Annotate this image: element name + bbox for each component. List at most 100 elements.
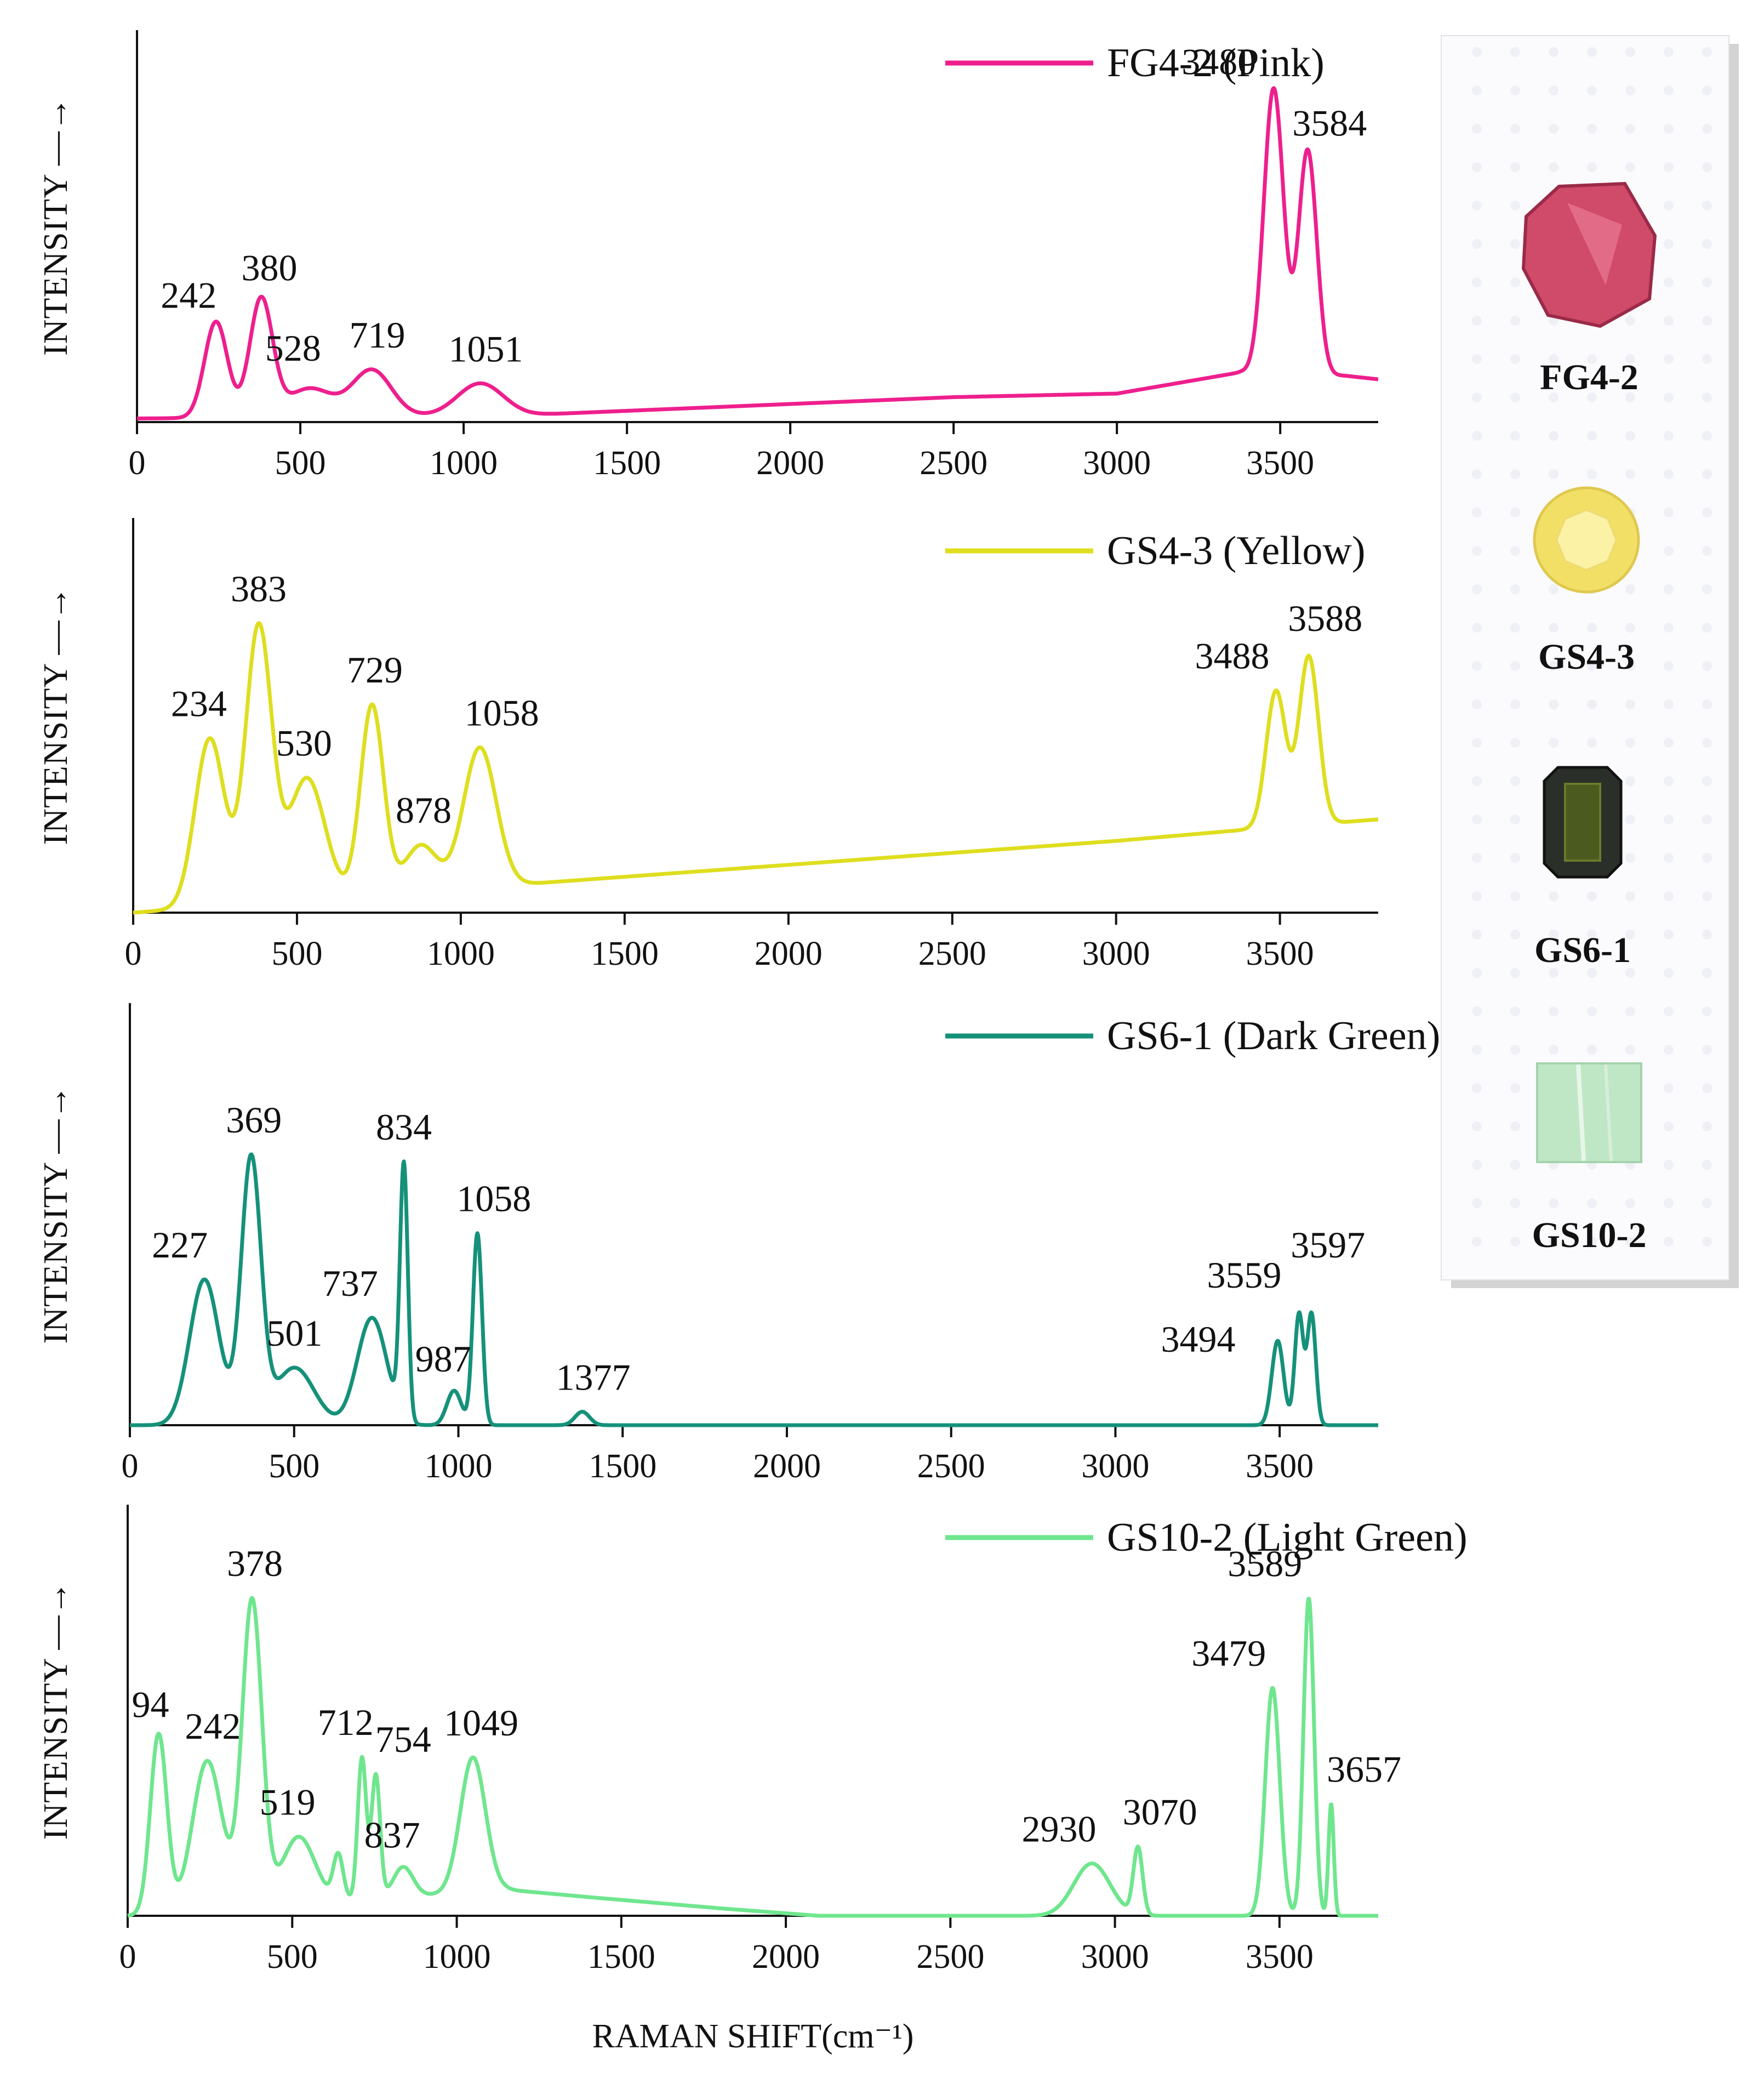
panel-texture-dot xyxy=(1702,661,1712,671)
panel-texture-dot xyxy=(1587,162,1597,172)
panel-texture-dot xyxy=(1587,431,1597,441)
x-tick-label: 3000 xyxy=(1082,935,1150,972)
panel-texture-dot xyxy=(1587,623,1597,633)
panel-texture-dot xyxy=(1664,47,1674,57)
panel-texture-dot xyxy=(1664,1198,1674,1208)
panel-texture-dot xyxy=(1510,392,1520,402)
x-tick-label: 0 xyxy=(129,445,146,482)
panel-texture-dot xyxy=(1664,853,1674,863)
panel-texture-dot xyxy=(1549,699,1559,709)
peak-label: 519 xyxy=(260,1781,316,1823)
panel-texture-dot xyxy=(1510,277,1520,287)
panel-texture-dot xyxy=(1510,1045,1520,1055)
panel-texture-dot xyxy=(1587,891,1597,901)
x-tick-label: 1000 xyxy=(424,1448,492,1485)
panel-texture-dot xyxy=(1664,162,1674,172)
panel-texture-dot xyxy=(1472,1122,1482,1131)
panel-texture-dot xyxy=(1702,1160,1712,1170)
panel-texture-dot xyxy=(1549,47,1559,57)
peak-label: 1058 xyxy=(465,692,539,733)
panel-texture-dot xyxy=(1702,277,1712,287)
panel-texture-dot xyxy=(1549,1237,1559,1246)
panel-texture-dot xyxy=(1472,277,1482,287)
panel-texture-dot xyxy=(1664,1160,1674,1170)
panel-texture-dot xyxy=(1702,815,1712,824)
panel-texture-dot xyxy=(1625,853,1635,863)
panel-texture-dot xyxy=(1702,201,1712,210)
panel-texture-dot xyxy=(1625,815,1635,824)
panel-texture-dot xyxy=(1702,968,1712,978)
peak-label: 2930 xyxy=(1022,1808,1097,1850)
x-tick-label: 0 xyxy=(125,935,142,972)
x-tick-label: 3500 xyxy=(1246,1938,1314,1976)
x-tick-label: 500 xyxy=(269,1448,319,1485)
panel-texture-dot xyxy=(1625,354,1635,364)
panel-texture-dot xyxy=(1549,1045,1559,1055)
panel-texture-dot xyxy=(1472,162,1482,172)
panel-texture-dot xyxy=(1549,738,1559,748)
panel-texture-dot xyxy=(1510,661,1520,671)
spectrum-line xyxy=(126,1596,1380,1918)
light-green-prism-image xyxy=(1536,1062,1642,1163)
panel-texture-dot xyxy=(1587,1198,1597,1208)
x-tick-label: 2500 xyxy=(918,935,986,972)
panel-texture-dot xyxy=(1664,815,1674,824)
peak-label: 3488 xyxy=(1195,635,1269,676)
sample-label: GS4-3 xyxy=(1538,637,1635,677)
panel-texture-dot xyxy=(1510,891,1520,901)
panel-texture-dot xyxy=(1472,1160,1482,1170)
panel-texture-dot xyxy=(1587,354,1597,364)
x-tick-label: 3500 xyxy=(1246,935,1314,972)
x-tick-label: 2000 xyxy=(756,445,824,482)
panel-texture-dot xyxy=(1702,1198,1712,1208)
panel-texture-dot xyxy=(1664,316,1674,326)
peak-label: 3657 xyxy=(1327,1748,1401,1790)
x-tick-label: 3000 xyxy=(1081,1938,1149,1976)
panel-texture-dot xyxy=(1625,1237,1635,1246)
x-tick-label: 2000 xyxy=(755,935,823,972)
x-tick-label: 0 xyxy=(122,1448,139,1485)
panel-texture-dot xyxy=(1510,930,1520,940)
peak-label: 94 xyxy=(132,1684,169,1726)
sample-label: FG4-2 xyxy=(1540,357,1639,397)
peak-label: 1051 xyxy=(448,328,523,369)
panel-texture-dot xyxy=(1664,546,1674,556)
y-axis-label: INTENSITY —→ xyxy=(37,1581,75,1840)
panel-texture-dot xyxy=(1510,354,1520,364)
x-tick-label: 500 xyxy=(275,445,326,482)
panel-texture-dot xyxy=(1510,546,1520,556)
panel-texture-dot xyxy=(1702,469,1712,479)
peak-label: 242 xyxy=(161,275,216,316)
panel-texture-dot xyxy=(1625,891,1635,901)
panel-texture-dot xyxy=(1472,584,1482,594)
panel-texture-dot xyxy=(1664,201,1674,210)
peak-label: 878 xyxy=(396,789,452,831)
panel-texture-dot xyxy=(1510,853,1520,863)
peak-label: 719 xyxy=(350,314,406,356)
peak-label: 754 xyxy=(375,1718,431,1760)
legend-label: GS6-1 (Dark Green) xyxy=(1107,1014,1440,1058)
panel-texture-dot xyxy=(1510,201,1520,210)
panel-texture-dot xyxy=(1472,239,1482,249)
peak-label: 234 xyxy=(171,683,227,725)
panel-texture-dot xyxy=(1587,392,1597,402)
panel-texture-dot xyxy=(1472,1083,1482,1093)
panel-texture-dot xyxy=(1472,86,1482,95)
panel-texture-dot xyxy=(1625,124,1635,134)
panel-texture-dot xyxy=(1702,623,1712,633)
panel-texture-dot xyxy=(1472,623,1482,633)
x-axis-title: RAMAN SHIFT(cm⁻¹) xyxy=(592,2018,914,2055)
panel-texture-dot xyxy=(1664,392,1674,402)
peak-label: 3588 xyxy=(1288,597,1362,639)
panel-texture-dot xyxy=(1587,124,1597,134)
panel-texture-dot xyxy=(1625,431,1635,441)
peak-label: 3559 xyxy=(1207,1254,1282,1296)
panel-texture-dot xyxy=(1587,661,1597,671)
x-tick-label: 2500 xyxy=(920,445,987,482)
panel-texture-dot xyxy=(1510,86,1520,95)
panel-texture-dot xyxy=(1472,1006,1482,1016)
legend-label: GS10-2 (Light Green) xyxy=(1107,1515,1468,1560)
peak-label: 3480 xyxy=(1181,41,1256,83)
panel-texture-dot xyxy=(1472,930,1482,940)
panel-texture-dot xyxy=(1702,891,1712,901)
